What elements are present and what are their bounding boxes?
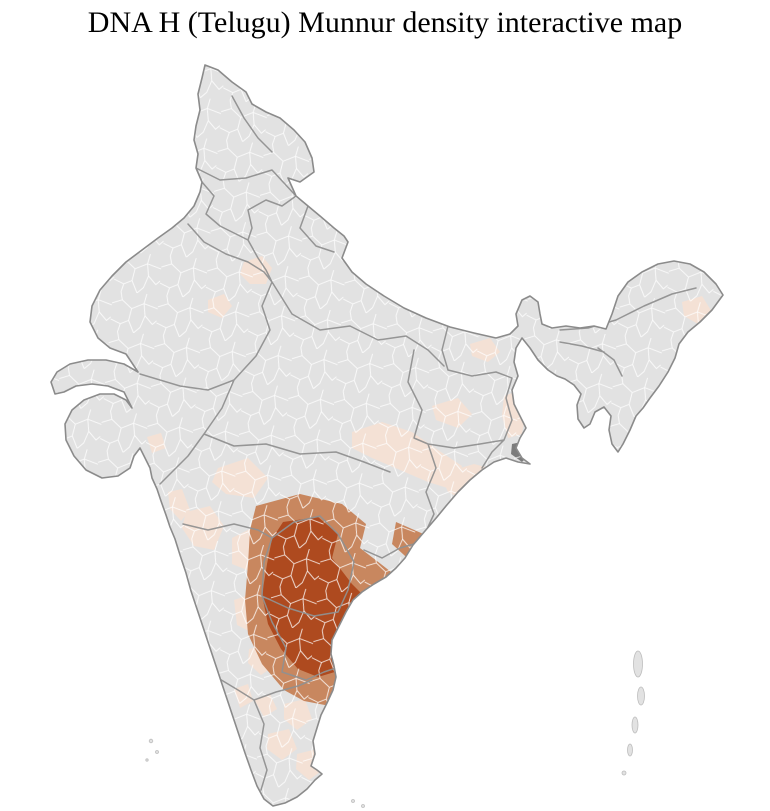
islands <box>145 650 645 808</box>
andaman-island-5[interactable] <box>621 770 627 776</box>
small-island-south-2[interactable] <box>361 804 365 808</box>
india-outline <box>50 64 724 807</box>
page-title: DNA H (Telugu) Munnur density interactiv… <box>87 6 683 39</box>
small-island-south-1[interactable] <box>351 799 355 803</box>
lakshadweep-island-3[interactable] <box>145 758 149 762</box>
lakshadweep-island-2[interactable] <box>155 750 159 754</box>
andaman-island-2[interactable] <box>637 686 645 706</box>
state-borders <box>139 95 697 791</box>
lakshadweep-island-1[interactable] <box>148 738 154 744</box>
district-borders-texture <box>51 65 723 806</box>
andaman-island-1[interactable] <box>633 650 643 678</box>
andaman-island-3[interactable] <box>631 716 639 734</box>
andaman-island-4[interactable] <box>627 743 633 757</box>
